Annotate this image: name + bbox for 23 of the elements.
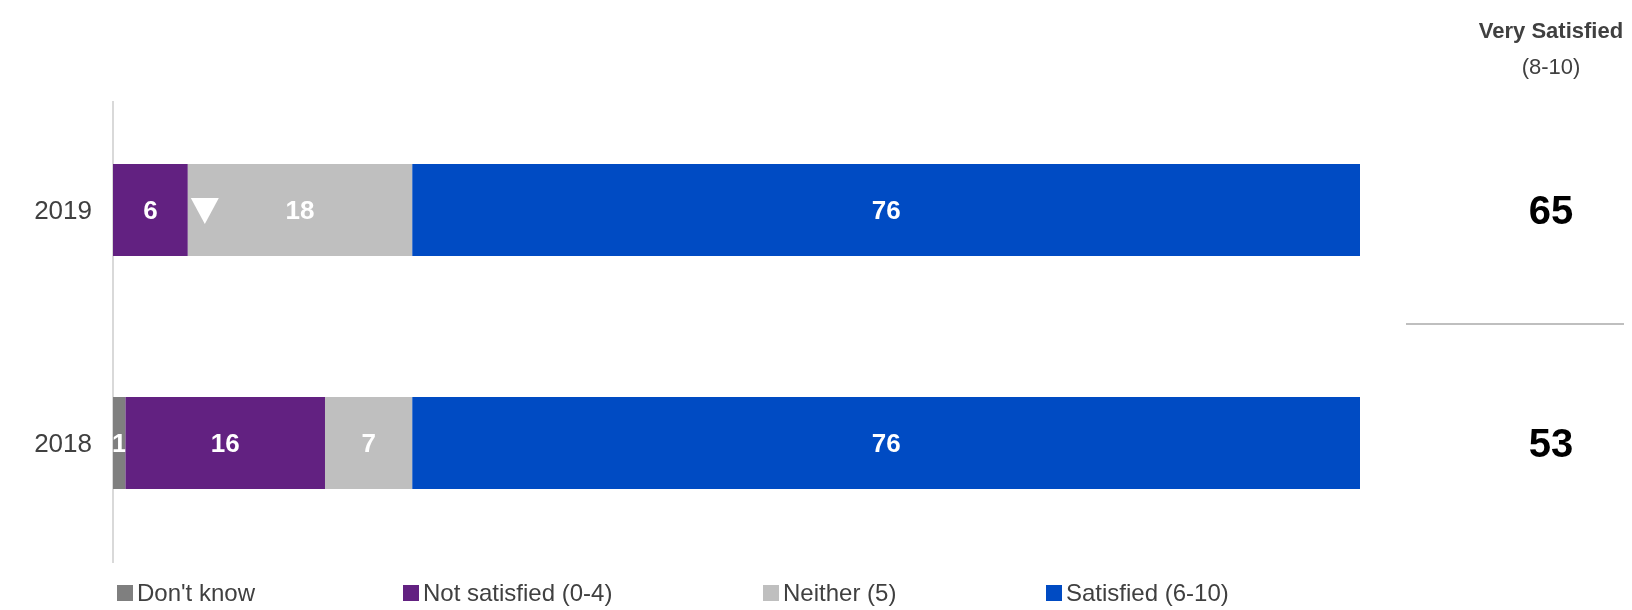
bar — [412, 397, 1360, 489]
legend-label: Not satisfied (0-4) — [423, 579, 613, 607]
text: (8-10) — [1521, 54, 1581, 79]
text: 65 — [1528, 188, 1574, 232]
bar — [187, 164, 413, 256]
y-tick-label: 2019 — [34, 195, 92, 226]
data-label: 76 — [871, 195, 901, 226]
data-label: 16 — [210, 428, 240, 459]
text: Very Satisfied — [1478, 18, 1624, 43]
legend-label: Don't know — [137, 579, 256, 607]
legend-label: Neither (5) — [783, 579, 897, 607]
bar — [412, 164, 1360, 256]
data-label: 18 — [285, 195, 315, 226]
data-label: 6 — [143, 195, 158, 226]
data-label: 76 — [871, 428, 901, 459]
y-tick-label: 2018 — [34, 428, 92, 459]
data-label: 1 — [112, 428, 127, 459]
data-label: 7 — [361, 428, 376, 459]
bar — [113, 164, 188, 256]
legend-label: Satisfied (6-10) — [1066, 579, 1229, 607]
bar — [324, 397, 413, 489]
text: 53 — [1528, 421, 1574, 465]
bar — [125, 397, 325, 489]
